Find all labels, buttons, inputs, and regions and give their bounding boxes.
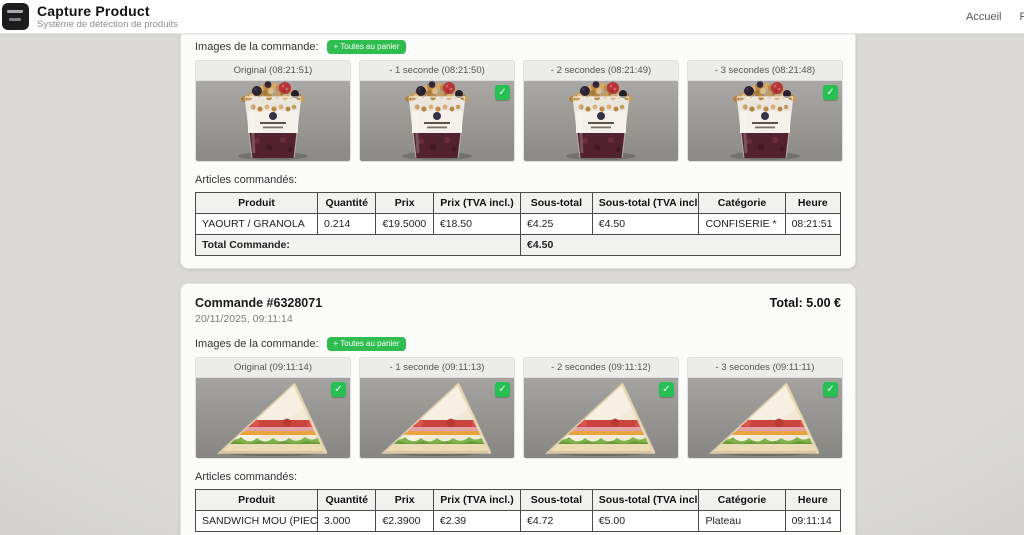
- cell-categorie: CONFISERIE *: [698, 213, 786, 235]
- col-header-quantite: Quantité: [317, 489, 377, 511]
- order-image-tile[interactable]: Original (08:21:51): [195, 60, 351, 162]
- cell-produit: SANDWICH MOU (PIECE): [194, 510, 319, 532]
- order-image-tile[interactable]: - 2 secondes (08:21:49): [523, 60, 679, 162]
- cell-quantite: 3.000: [317, 510, 377, 532]
- order-images-row: Original (09:11:14) - 1 seconde (09:11:1…: [195, 357, 843, 459]
- col-header-prix-tva: Prix (TVA incl.): [432, 489, 522, 511]
- cell-sous-total: €4.72: [520, 510, 593, 532]
- check-icon: [659, 382, 674, 397]
- sandwich-product-photo: [360, 378, 514, 458]
- order-image-tile[interactable]: Original (09:11:14): [195, 357, 351, 459]
- cell-sous-total-tva: €5.00: [591, 510, 700, 532]
- articles-section-label: Articles commandés:: [195, 471, 298, 483]
- order-image-tile[interactable]: - 3 secondes (08:21:48): [687, 60, 843, 162]
- col-header-prix: Prix: [375, 489, 434, 511]
- app-logo-icon: [2, 3, 29, 30]
- order-image-tile[interactable]: - 2 secondes (09:11:12): [523, 357, 679, 459]
- col-header-sous-total-tva: Sous-total (TVA incl.): [591, 489, 700, 511]
- app-title: Capture Product: [37, 3, 150, 20]
- articles-section-label: Articles commandés:: [195, 174, 298, 186]
- image-caption: - 1 seconde (08:21:50): [360, 61, 514, 81]
- check-icon: [823, 382, 838, 397]
- col-header-heure: Heure: [784, 192, 842, 214]
- order-total-row: Total Commande: €4.50: [194, 234, 841, 256]
- col-header-sous-total: Sous-total: [520, 192, 593, 214]
- order-total: Total: 5.00 €: [769, 296, 841, 310]
- order-datetime: 20/11/2025, 09:11:14: [195, 313, 293, 325]
- order-card: Images de la commande: + Toutes au panie…: [180, 34, 856, 269]
- col-header-quantite: Quantité: [317, 192, 377, 214]
- cell-heure: 08:21:51: [784, 213, 842, 235]
- check-icon: [823, 85, 838, 100]
- yogurt-product-photo: [688, 81, 842, 161]
- image-caption: - 3 secondes (09:11:11): [688, 358, 842, 378]
- order-items-table: Produit Quantité Prix Prix (TVA incl.) S…: [194, 192, 842, 256]
- table-header-row: Produit Quantité Prix Prix (TVA incl.) S…: [194, 489, 842, 511]
- orders-list: Images de la commande: + Toutes au panie…: [180, 34, 856, 535]
- cell-sous-total: €4.25: [520, 213, 593, 235]
- col-header-prix: Prix: [375, 192, 434, 214]
- image-caption: - 1 seconde (09:11:13): [360, 358, 514, 378]
- table-header-row: Produit Quantité Prix Prix (TVA incl.) S…: [194, 192, 842, 214]
- order-items-table: Produit Quantité Prix Prix (TVA incl.) S…: [194, 489, 842, 532]
- sandwich-product-photo: [524, 378, 678, 458]
- images-section-label: Images de la commande:: [195, 338, 319, 350]
- order-card: Commande #6328071 20/11/2025, 09:11:14 T…: [180, 283, 856, 535]
- image-caption: Original (09:11:14): [196, 358, 350, 378]
- check-icon: [495, 382, 510, 397]
- col-header-sous-total-tva: Sous-total (TVA incl.): [591, 192, 700, 214]
- col-header-produit: Produit: [194, 192, 319, 214]
- col-header-heure: Heure: [784, 489, 842, 511]
- top-nav: Accueil Produits: [966, 0, 1024, 34]
- cell-prix-tva: €18.50: [432, 213, 522, 235]
- cell-prix: €2.3900: [375, 510, 434, 532]
- order-image-tile[interactable]: - 1 seconde (09:11:13): [359, 357, 515, 459]
- order-images-row: Original (08:21:51) - 1 seconde (08:21:5…: [195, 60, 843, 162]
- sandwich-product-photo: [196, 378, 350, 458]
- image-caption: - 2 secondes (09:11:12): [524, 358, 678, 378]
- total-value: €4.50: [520, 234, 841, 256]
- cell-heure: 09:11:14: [784, 510, 842, 532]
- yogurt-product-photo: [524, 81, 678, 161]
- app-subtitle: Système de détection de produits: [37, 18, 179, 30]
- add-all-to-cart-button[interactable]: + Toutes au panier: [326, 337, 407, 351]
- add-all-to-cart-button[interactable]: + Toutes au panier: [326, 40, 407, 54]
- app-header: Capture Product Système de détection de …: [0, 0, 1024, 34]
- yogurt-product-photo: [360, 81, 514, 161]
- cell-quantite: 0.214: [317, 213, 377, 235]
- image-caption: - 3 secondes (08:21:48): [688, 61, 842, 81]
- check-icon: [331, 382, 346, 397]
- col-header-categorie: Catégorie: [698, 192, 786, 214]
- image-caption: - 2 secondes (08:21:49): [524, 61, 678, 81]
- image-caption: Original (08:21:51): [196, 61, 350, 81]
- cell-prix-tva: €2.39: [432, 510, 522, 532]
- cell-categorie: Plateau: [698, 510, 786, 532]
- nav-item-accueil[interactable]: Accueil: [966, 11, 1002, 23]
- col-header-produit: Produit: [194, 489, 319, 511]
- yogurt-product-photo: [196, 81, 350, 161]
- col-header-categorie: Catégorie: [698, 489, 786, 511]
- cell-sous-total-tva: €4.50: [591, 213, 700, 235]
- nav-item-produits[interactable]: Produits: [1019, 11, 1024, 23]
- cell-prix: €19.5000: [375, 213, 434, 235]
- col-header-prix-tva: Prix (TVA incl.): [432, 192, 522, 214]
- check-icon: [495, 85, 510, 100]
- images-section-label: Images de la commande:: [195, 41, 319, 53]
- table-row: SANDWICH MOU (PIECE) 3.000 €2.3900 €2.39…: [194, 510, 842, 532]
- order-image-tile[interactable]: - 1 seconde (08:21:50): [359, 60, 515, 162]
- cell-produit: YAOURT / GRANOLA: [194, 213, 319, 235]
- order-id: Commande #6328071: [195, 296, 323, 310]
- table-row: YAOURT / GRANOLA 0.214 €19.5000 €18.50 €…: [194, 213, 842, 235]
- col-header-sous-total: Sous-total: [520, 489, 593, 511]
- order-image-tile[interactable]: - 3 secondes (09:11:11): [687, 357, 843, 459]
- sandwich-product-photo: [688, 378, 842, 458]
- total-label: Total Commande:: [194, 234, 522, 256]
